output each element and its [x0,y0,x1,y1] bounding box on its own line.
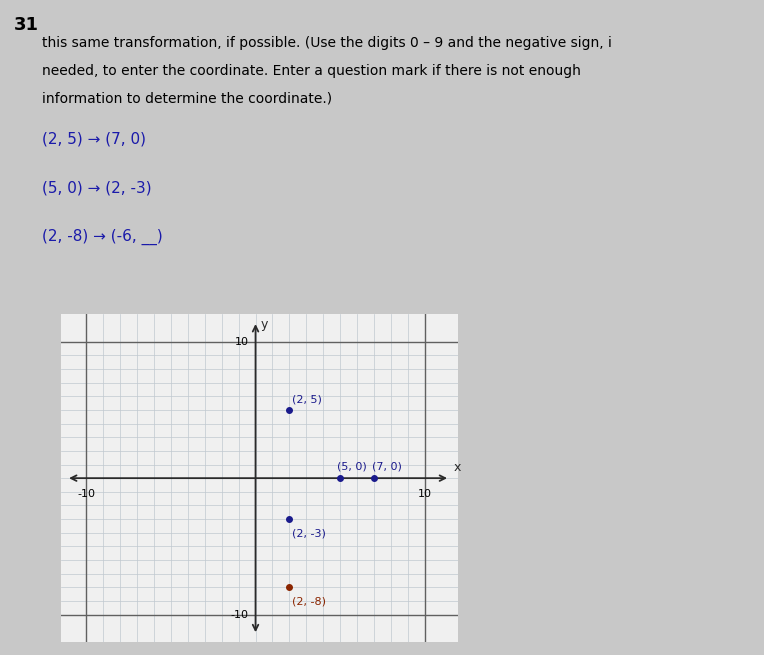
Text: x: x [453,461,461,474]
Text: 31: 31 [14,16,39,34]
Text: (7, 0): (7, 0) [372,461,402,472]
Text: (5, 0) → (2, -3): (5, 0) → (2, -3) [42,180,151,195]
Text: (2, 5): (2, 5) [292,394,322,404]
Text: -10: -10 [231,610,249,620]
Text: this same transformation, if possible. (Use the digits 0 – 9 and the negative si: this same transformation, if possible. (… [42,36,612,50]
Text: -10: -10 [77,489,96,499]
Text: (2, -8): (2, -8) [292,597,326,607]
Text: information to determine the coordinate.): information to determine the coordinate.… [42,91,332,105]
Text: (2, -8) → (-6, __): (2, -8) → (-6, __) [42,229,163,246]
Text: y: y [261,318,268,331]
Text: (2, 5) → (7, 0): (2, 5) → (7, 0) [42,131,146,146]
Text: (5, 0): (5, 0) [337,461,367,472]
Text: 10: 10 [235,337,249,346]
Text: (2, -3): (2, -3) [292,529,325,538]
Text: needed, to enter the coordinate. Enter a question mark if there is not enough: needed, to enter the coordinate. Enter a… [42,64,581,77]
Text: 10: 10 [418,489,432,499]
